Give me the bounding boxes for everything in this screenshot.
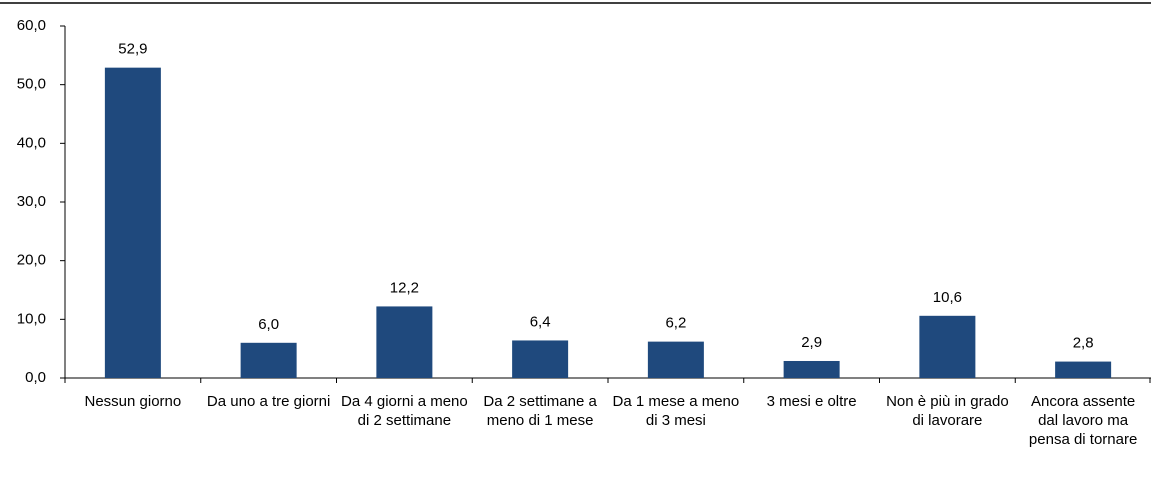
value-label: 52,9 bbox=[118, 41, 147, 58]
value-label: 2,8 bbox=[1073, 335, 1094, 352]
value-label: 6,0 bbox=[258, 316, 279, 333]
y-tick-label: 60,0 bbox=[17, 17, 46, 34]
y-tick-label: 0,0 bbox=[25, 369, 46, 386]
value-label: 2,9 bbox=[801, 334, 822, 351]
bar bbox=[512, 340, 569, 378]
x-tick-label: Ancora assente dal lavoro ma pensa di to… bbox=[1028, 393, 1138, 448]
bar bbox=[104, 67, 161, 379]
x-tick-label: Da uno a tre giorni bbox=[206, 393, 331, 410]
y-tick-label: 20,0 bbox=[17, 252, 46, 269]
bar bbox=[919, 315, 976, 378]
y-tick-label: 40,0 bbox=[17, 134, 46, 151]
x-tick-label: Da 1 mese a meno di 3 mesi bbox=[612, 393, 740, 429]
value-label: 10,6 bbox=[933, 289, 962, 306]
x-tick-label: Non è più in grado di lavorare bbox=[886, 393, 1009, 429]
y-tick-label: 10,0 bbox=[17, 310, 46, 327]
bar bbox=[240, 342, 297, 378]
bar bbox=[376, 306, 433, 378]
y-tick-label: 50,0 bbox=[17, 76, 46, 93]
value-label: 6,2 bbox=[665, 315, 686, 332]
x-tick-label: Nessun giorno bbox=[84, 393, 182, 410]
bar bbox=[647, 341, 704, 378]
x-tick-label: Da 4 giorni a meno di 2 settimane bbox=[341, 393, 468, 429]
value-label: 12,2 bbox=[390, 279, 419, 296]
bar bbox=[783, 360, 840, 378]
y-tick-label: 30,0 bbox=[17, 193, 46, 210]
bar bbox=[1055, 361, 1112, 378]
x-tick-label: 3 mesi e oltre bbox=[766, 393, 857, 410]
value-label: 6,4 bbox=[530, 313, 551, 330]
x-tick-label: Da 2 settimane a meno di 1 mese bbox=[483, 393, 597, 429]
